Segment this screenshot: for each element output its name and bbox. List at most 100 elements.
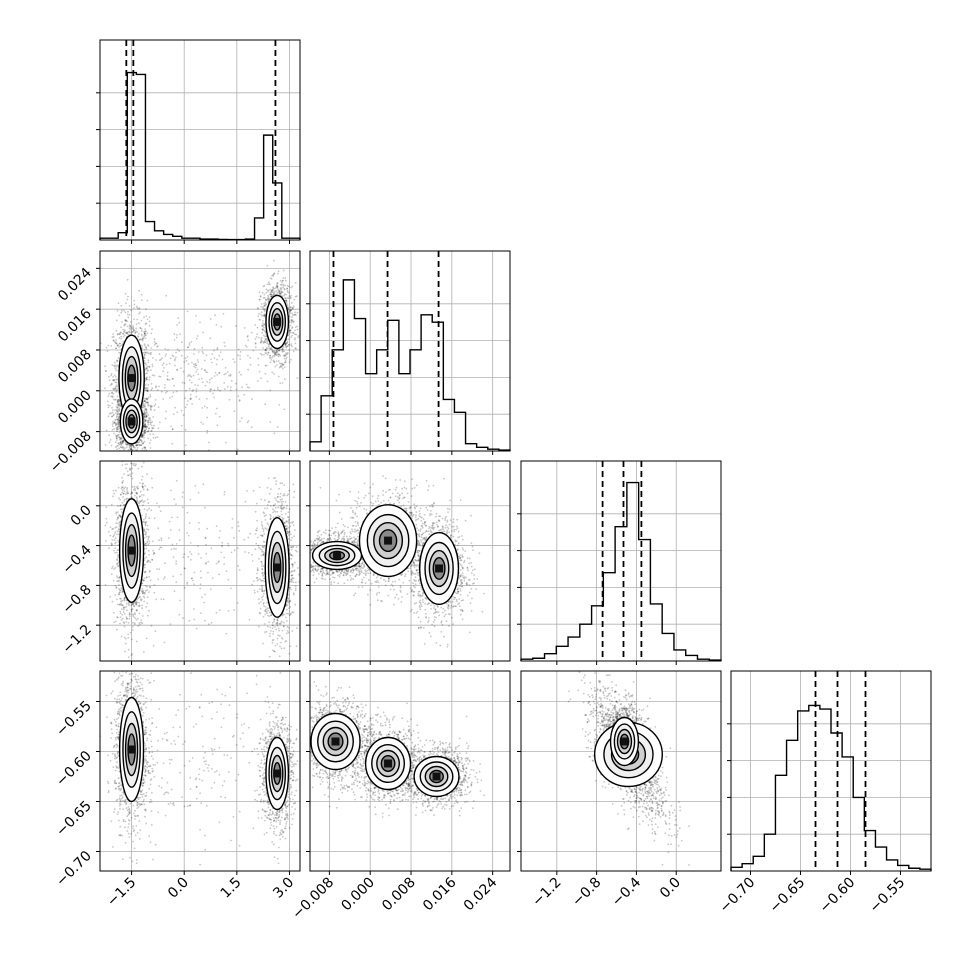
scatter-point <box>112 379 115 381</box>
scatter-point <box>144 413 146 415</box>
scatter-point <box>289 324 292 327</box>
scatter-point <box>274 365 277 368</box>
scatter-point <box>116 402 119 404</box>
scatter-point <box>114 387 117 390</box>
scatter-point <box>216 407 218 410</box>
scatter-point <box>213 389 216 391</box>
scatter-point <box>150 351 152 354</box>
scatter-point <box>142 352 145 354</box>
scatter-point <box>120 442 123 445</box>
scatter-point <box>155 386 157 389</box>
scatter-point <box>115 375 117 378</box>
scatter-point <box>142 431 145 434</box>
scatter-point <box>124 292 127 295</box>
scatter-point <box>281 284 283 286</box>
scatter-point <box>141 338 143 341</box>
scatter-point <box>145 348 148 350</box>
scatter-point <box>142 414 145 416</box>
scatter-point <box>118 425 120 428</box>
scatter-point <box>115 389 118 392</box>
scatter-point <box>141 436 144 438</box>
scatter-point <box>290 336 292 339</box>
scatter-point <box>147 369 150 372</box>
scatter-point <box>288 285 290 288</box>
scatter-point <box>145 372 147 375</box>
scatter-point <box>117 357 120 360</box>
scatter-point <box>116 413 119 416</box>
scatter-point <box>279 292 282 295</box>
scatter-point <box>146 398 149 400</box>
scatter-point <box>115 347 118 350</box>
scatter-point <box>141 447 144 450</box>
scatter-point <box>176 334 178 336</box>
scatter-point <box>145 513 147 516</box>
scatter-point <box>143 415 146 418</box>
scatter-point <box>111 411 114 414</box>
scatter-point <box>257 315 260 318</box>
scatter-point <box>235 388 238 391</box>
scatter-point <box>273 351 276 354</box>
scatter-point <box>108 412 111 415</box>
scatter-point <box>112 333 114 335</box>
scatter-point <box>137 441 139 444</box>
scatter-point <box>111 415 114 418</box>
scatter-point <box>155 342 157 345</box>
scatter-point <box>123 331 126 334</box>
scatter-point <box>117 398 119 401</box>
scatter-point <box>119 441 122 444</box>
scatter-point <box>254 324 257 326</box>
scatter-point <box>206 406 208 409</box>
y-tick-label: 0.024 <box>55 265 95 305</box>
scatter-point <box>265 339 268 342</box>
scatter-point <box>294 326 297 329</box>
scatter-point <box>264 372 267 375</box>
scatter-point <box>148 376 151 379</box>
scatter-point <box>139 327 142 329</box>
scatter-point <box>155 385 157 388</box>
scatter-point <box>260 341 262 344</box>
scatter-point <box>115 319 118 322</box>
y-tick-label: 0.008 <box>55 346 95 386</box>
scatter-point <box>288 292 291 294</box>
scatter-point <box>265 352 268 355</box>
scatter-point <box>107 400 109 403</box>
scatter-point <box>290 286 292 289</box>
scatter-point <box>145 378 147 380</box>
scatter-point <box>153 341 156 343</box>
scatter-point <box>206 381 209 383</box>
scatter-point <box>151 328 153 331</box>
scatter-point <box>216 374 219 376</box>
scatter-point <box>269 288 271 291</box>
scatter-point <box>146 332 149 335</box>
scatter-point <box>140 441 143 443</box>
scatter-point <box>281 279 284 282</box>
scatter-point <box>146 372 148 374</box>
scatter-point <box>274 351 276 354</box>
scatter-point <box>146 388 149 391</box>
scatter-point <box>263 354 265 356</box>
scatter-point <box>138 307 141 310</box>
scatter-point <box>119 404 122 407</box>
scatter-point <box>134 451 136 453</box>
scatter-point <box>132 455 134 457</box>
scatter-point <box>295 295 298 297</box>
scatter-point <box>141 435 144 437</box>
scatter-point <box>150 388 153 391</box>
scatter-point <box>284 343 287 346</box>
scatter-point <box>146 390 149 393</box>
scatter-point <box>136 468 138 470</box>
scatter-point <box>184 406 187 409</box>
scatter-point <box>125 446 128 449</box>
scatter-point <box>106 350 109 352</box>
scatter-point <box>113 621 115 624</box>
scatter-point <box>118 332 121 335</box>
scatter-point <box>119 437 122 439</box>
scatter-point <box>136 449 138 451</box>
scatter-point <box>301 353 303 355</box>
scatter-point <box>150 424 153 427</box>
scatter-point <box>143 424 146 427</box>
scatter-point <box>150 332 153 335</box>
scatter-point <box>273 355 276 358</box>
scatter-point <box>111 392 113 394</box>
scatter-point <box>263 310 266 313</box>
